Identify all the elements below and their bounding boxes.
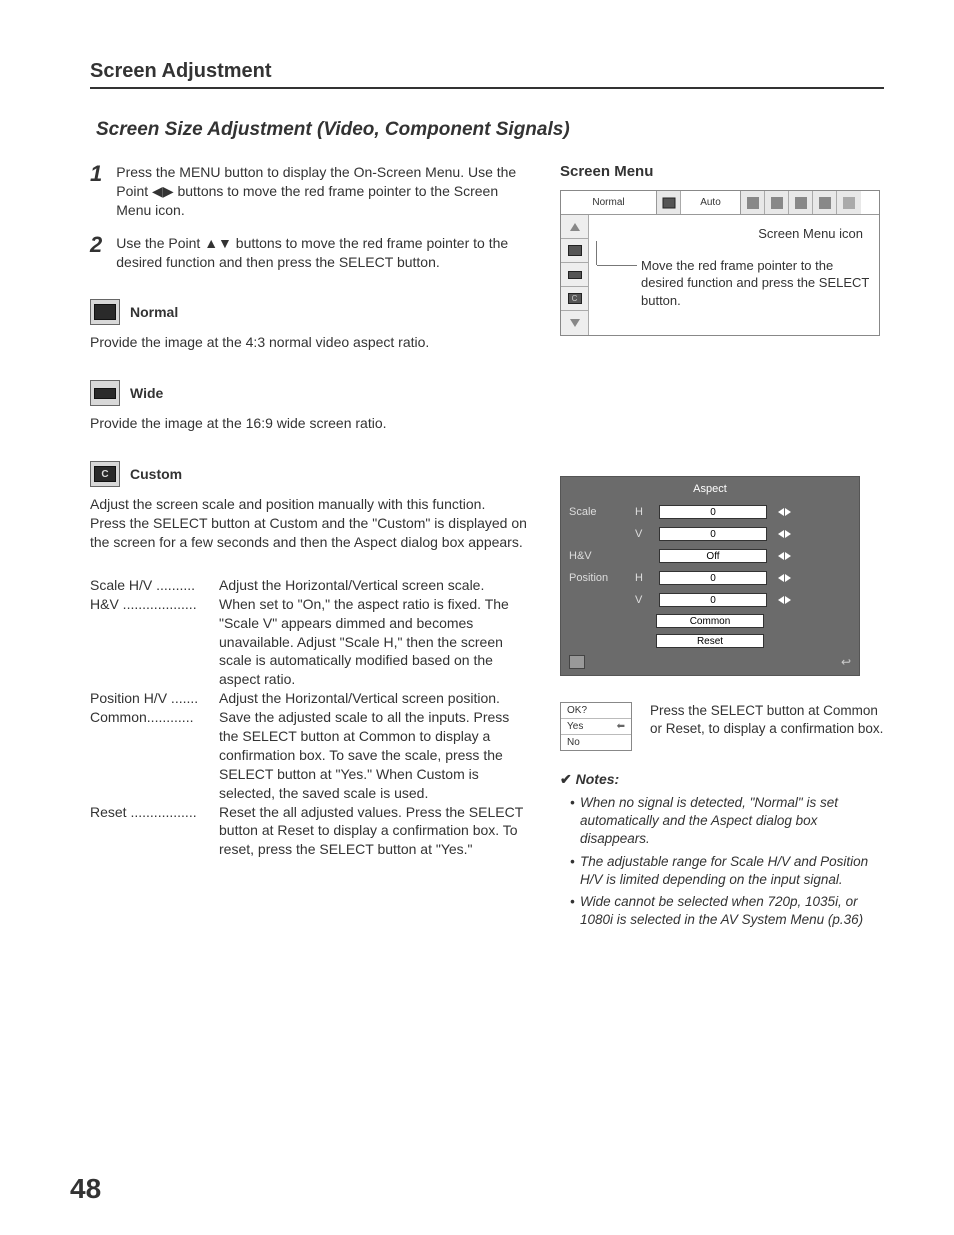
mode-title: Normal — [130, 304, 178, 320]
aspect-value[interactable]: Off — [659, 549, 767, 563]
def-term: Position H/V ....... — [90, 689, 215, 708]
menu-icon — [789, 191, 813, 214]
aspect-row: V 0 — [561, 523, 859, 545]
mode-desc: Provide the image at the 4:3 normal vide… — [90, 333, 530, 352]
aspect-arrows-icon[interactable] — [773, 552, 795, 560]
reset-button[interactable]: Reset — [656, 634, 764, 648]
custom-icon: C — [90, 461, 120, 487]
def-val: Reset the all adjusted values. Press the… — [215, 803, 530, 860]
menu-item-icon — [561, 239, 588, 263]
mode-custom: C Custom Adjust the screen scale and pos… — [90, 461, 530, 552]
menu-icon — [813, 191, 837, 214]
definition-list: Scale H/V .......... Adjust the Horizont… — [90, 576, 530, 859]
aspect-row: Position H 0 — [561, 567, 859, 589]
no-option[interactable]: No — [561, 735, 631, 750]
def-val: Adjust the Horizontal/Vertical screen sc… — [215, 576, 530, 595]
yes-option[interactable]: Yes⬅ — [561, 719, 631, 735]
note-item: The adjustable range for Scale H/V and P… — [570, 853, 884, 889]
def-row: Position H/V ....... Adjust the Horizont… — [90, 689, 530, 708]
def-row: Reset ................. Reset the all ad… — [90, 803, 530, 860]
mode-title: Custom — [130, 466, 182, 482]
note-item: Wide cannot be selected when 720p, 1035i… — [570, 893, 884, 929]
step-number: 1 — [90, 163, 102, 220]
screen-menu-title: Screen Menu — [560, 163, 884, 180]
menu-down-icon — [561, 311, 588, 335]
aspect-value[interactable]: 0 — [659, 527, 767, 541]
mode-normal: Normal Provide the image at the 4:3 norm… — [90, 299, 530, 352]
def-term: Common............ — [90, 708, 215, 802]
mode-desc: Adjust the screen scale and position man… — [90, 495, 530, 552]
def-val: Adjust the Horizontal/Vertical screen po… — [215, 689, 530, 708]
def-val: When set to "On," the aspect ratio is fi… — [215, 595, 530, 689]
subsection-header: Screen Size Adjustment (Video, Component… — [90, 119, 884, 141]
menu-item-icon — [561, 263, 588, 287]
menu-normal-label: Normal — [561, 191, 657, 214]
step-text: Use the Point ▲▼ buttons to move the red… — [116, 234, 530, 272]
aspect-title: Aspect — [561, 477, 859, 501]
confirmation-box: OK? Yes⬅ No — [560, 702, 632, 751]
normal-icon — [90, 299, 120, 325]
def-term: Reset ................. — [90, 803, 215, 860]
def-val: Save the adjusted scale to all the input… — [215, 708, 530, 802]
aspect-arrows-icon[interactable] — [773, 530, 795, 538]
aspect-value[interactable]: 0 — [659, 505, 767, 519]
right-column: Screen Menu Normal Auto — [560, 163, 884, 934]
common-button[interactable]: Common — [656, 614, 764, 628]
menu-icon — [741, 191, 765, 214]
def-row: Common............ Save the adjusted sca… — [90, 708, 530, 802]
menu-screen-icon — [657, 191, 681, 214]
pointer-instruction: Move the red frame pointer to the desire… — [597, 257, 871, 310]
ok-title: OK? — [561, 703, 631, 719]
menu-icon — [837, 191, 861, 214]
aspect-value[interactable]: 0 — [659, 593, 767, 607]
step-1: 1 Press the MENU button to display the O… — [90, 163, 530, 220]
aspect-row: V 0 — [561, 589, 859, 611]
page-number: 48 — [70, 1173, 101, 1205]
mode-title: Wide — [130, 385, 163, 401]
aspect-value[interactable]: 0 — [659, 571, 767, 585]
confirmation-text: Press the SELECT button at Common or Res… — [650, 702, 884, 738]
aspect-arrows-icon[interactable] — [773, 596, 795, 604]
aspect-arrows-icon[interactable] — [773, 508, 795, 516]
aspect-row: Scale H 0 — [561, 501, 859, 523]
step-text: Press the MENU button to display the On-… — [116, 163, 530, 220]
notes-title: Notes: — [560, 771, 884, 788]
def-row: Scale H/V .......... Adjust the Horizont… — [90, 576, 530, 595]
def-row: H&V ................... When set to "On,… — [90, 595, 530, 689]
aspect-label: H&V — [569, 550, 629, 562]
section-header: Screen Adjustment — [90, 60, 884, 89]
menu-auto-label: Auto — [681, 191, 741, 214]
aspect-row: H&V Off — [561, 545, 859, 567]
mode-desc: Provide the image at the 16:9 wide scree… — [90, 414, 530, 433]
step-number: 2 — [90, 234, 102, 272]
aspect-arrows-icon[interactable] — [773, 574, 795, 582]
aspect-label: Scale — [569, 506, 629, 518]
aspect-sublabel: V — [635, 594, 653, 606]
menu-up-icon — [561, 215, 588, 239]
def-term: Scale H/V .......... — [90, 576, 215, 595]
aspect-sublabel: V — [635, 528, 653, 540]
notes-section: Notes: When no signal is detected, "Norm… — [560, 771, 884, 930]
note-item: When no signal is detected, "Normal" is … — [570, 794, 884, 849]
menu-item-icon: C — [561, 287, 588, 311]
aspect-label: Position — [569, 572, 629, 584]
step-2: 2 Use the Point ▲▼ buttons to move the r… — [90, 234, 530, 272]
aspect-sublabel: H — [635, 572, 653, 584]
mode-wide: Wide Provide the image at the 16:9 wide … — [90, 380, 530, 433]
def-term: H&V ................... — [90, 595, 215, 689]
menu-icon — [765, 191, 789, 214]
screen-menu-icon-label: Screen Menu icon — [597, 221, 871, 257]
aspect-footer-icon — [569, 655, 585, 669]
aspect-sublabel: H — [635, 506, 653, 518]
wide-icon — [90, 380, 120, 406]
left-column: 1 Press the MENU button to display the O… — [90, 163, 530, 934]
aspect-back-icon: ↩ — [841, 655, 851, 669]
screen-menu-box: Normal Auto C — [560, 190, 880, 336]
aspect-dialog: Aspect Scale H 0 V 0 H&V Off Position — [560, 476, 860, 676]
